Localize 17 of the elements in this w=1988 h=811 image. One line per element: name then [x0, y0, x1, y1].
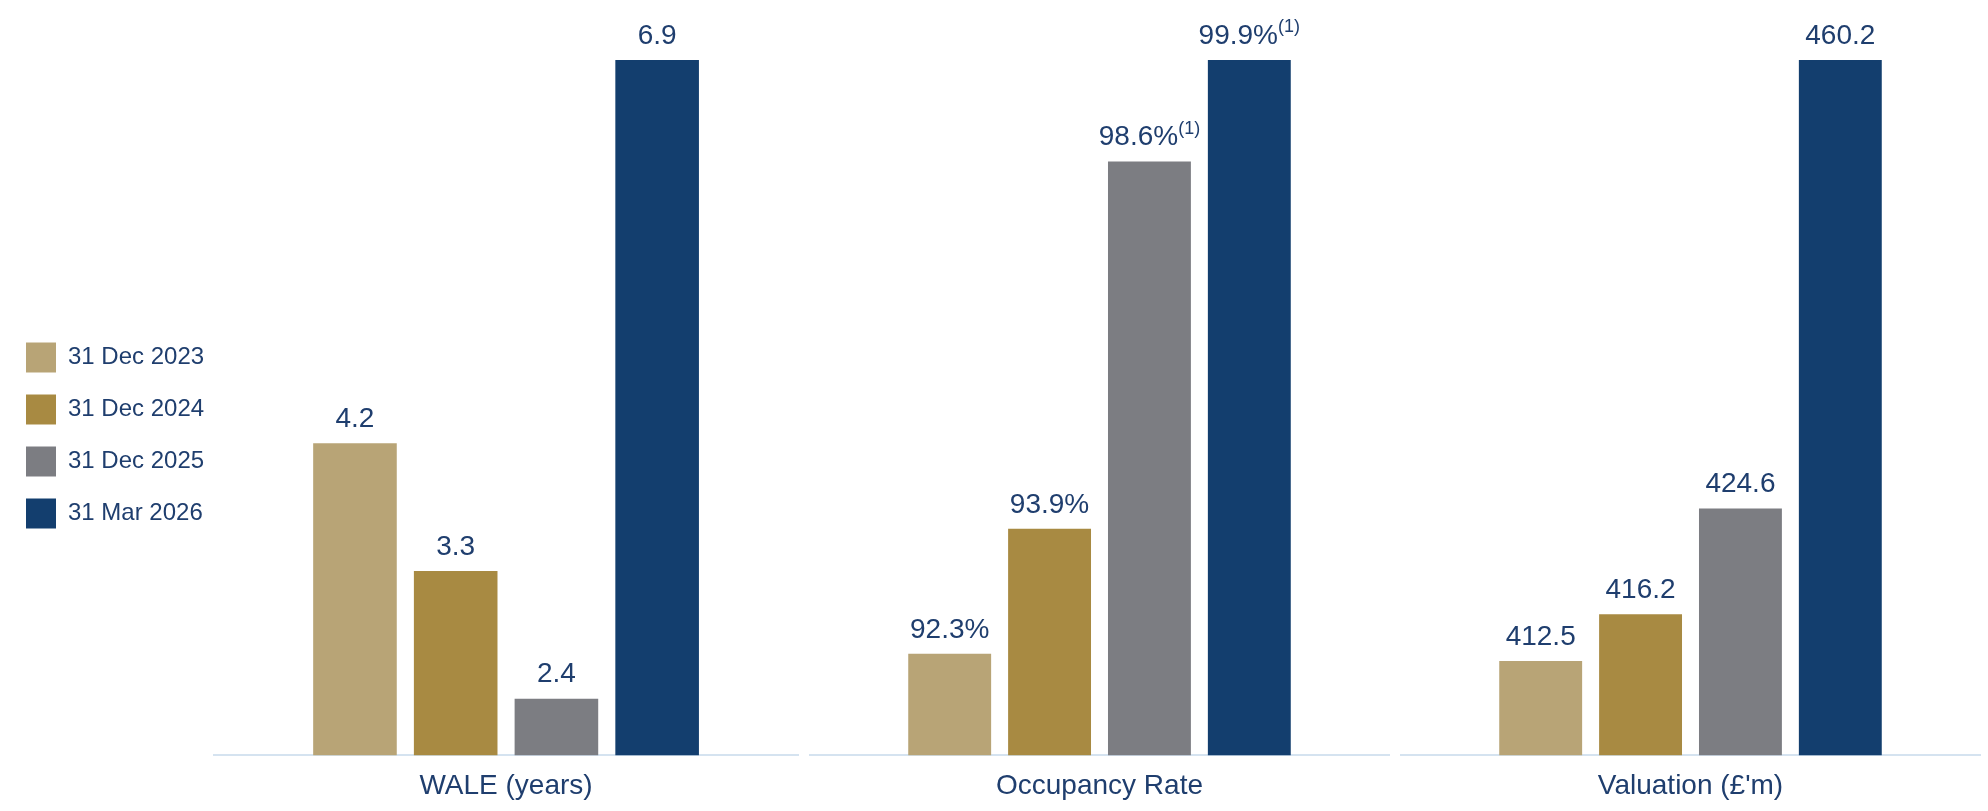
legend-label: 31 Dec 2024: [68, 394, 205, 422]
legend-label: 31 Mar 2026: [68, 498, 203, 526]
x-axis-title: Occupancy Rate: [996, 768, 1203, 800]
data-label: 424.6: [1705, 467, 1776, 499]
data-label: 4.2: [335, 401, 375, 433]
x-axis-title: WALE (years): [419, 768, 593, 800]
legend-label: 31 Dec 2025: [68, 446, 205, 474]
data-label: 2.4: [536, 657, 576, 689]
data-label: 416.2: [1605, 573, 1676, 605]
data-label: 92.3%: [909, 612, 990, 644]
data-label: 93.9%: [1009, 487, 1090, 519]
data-label: 3.3: [436, 529, 476, 561]
legend-label: 31 Dec 2023: [68, 342, 205, 370]
data-label: 460.2: [1805, 18, 1876, 50]
data-label: 412.5: [1505, 619, 1576, 651]
data-label: 6.9: [637, 18, 677, 50]
x-axis-title: Valuation (£'m): [1597, 768, 1784, 800]
